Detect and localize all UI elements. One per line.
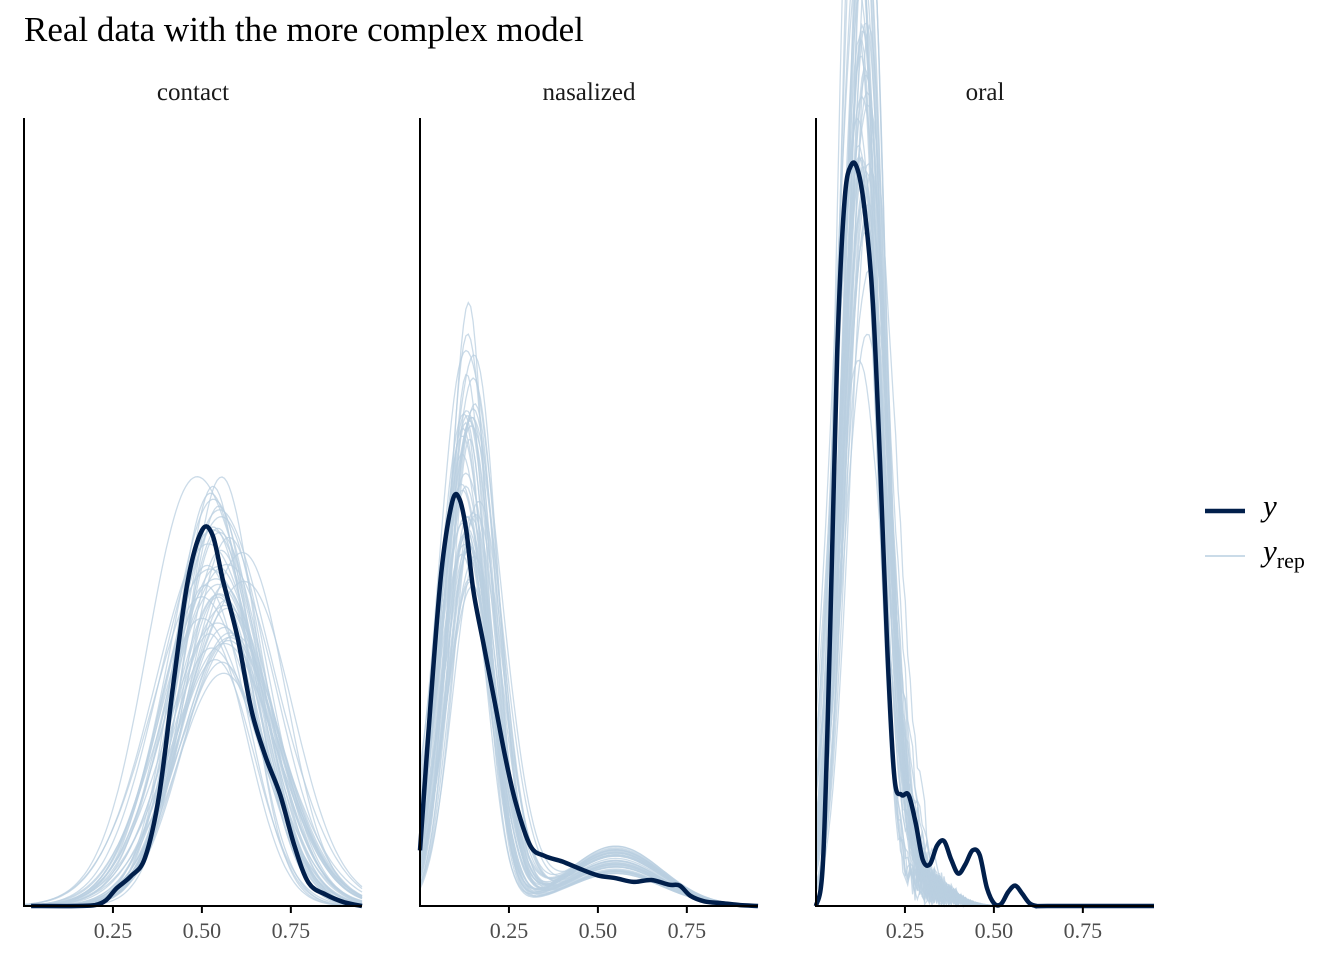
yrep-curve	[24, 551, 363, 907]
yrep-curve	[419, 545, 759, 907]
yrep-curve	[815, 166, 1154, 908]
yrep-curve	[815, 0, 1154, 908]
yrep-curve	[815, 0, 1154, 907]
yrep-curve	[815, 269, 1154, 907]
yrep-curve	[815, 23, 1154, 908]
x-tick-label: 0.75	[272, 918, 311, 943]
legend-label-y: y	[1260, 488, 1277, 523]
yrep-curve	[419, 427, 758, 907]
yrep-curve	[815, 0, 1154, 907]
yrep-curve	[419, 553, 759, 907]
facet-panels: contact 0.25 0.50 0.75 nasalized 0.25 0.50 0.75…	[23, 0, 1154, 943]
facet-panel-oral: oral 0.25 0.50 0.75	[813, 0, 1154, 943]
yrep-curve	[815, 174, 1154, 907]
yrep-curve	[419, 557, 759, 907]
yrep-curve	[815, 22, 1154, 907]
yrep-curve	[815, 204, 1154, 908]
facet-panel-contact: contact 0.25 0.50 0.75	[23, 79, 363, 943]
yrep-curve	[419, 354, 759, 907]
y-observed-curve	[813, 160, 1154, 909]
yrep-curve	[23, 578, 363, 907]
yrep-curve	[23, 563, 363, 906]
yrep-curve	[23, 580, 363, 907]
yrep-curve	[815, 38, 1154, 909]
yrep-curve	[419, 416, 759, 907]
yrep-curve	[419, 550, 758, 907]
yrep-curve	[419, 543, 758, 907]
yrep-curve	[419, 533, 758, 907]
yrep-curves	[419, 301, 759, 907]
legend: y yrep	[1205, 488, 1305, 573]
facet-label: contact	[157, 79, 229, 106]
yrep-curve	[815, 359, 1154, 907]
yrep-curve	[815, 156, 1154, 907]
yrep-curves	[23, 476, 363, 907]
yrep-curve	[815, 218, 1154, 907]
facet-label: nasalized	[542, 79, 636, 106]
yrep-curve	[815, 0, 1154, 907]
x-tick-label: 0.50	[183, 918, 222, 943]
yrep-curve	[815, 0, 1154, 907]
x-tick-label: 0.75	[668, 918, 707, 943]
yrep-curve	[815, 183, 1154, 907]
y-observed-curve	[417, 491, 759, 909]
facet-panel-nasalized: nasalized 0.25 0.50 0.75	[417, 79, 759, 943]
legend-label-yrep: yrep	[1260, 533, 1305, 573]
yrep-curve	[24, 604, 363, 907]
chart-title: Real data with the more complex model	[24, 10, 584, 49]
yrep-curve	[419, 555, 759, 907]
x-tick-label: 0.25	[490, 918, 529, 943]
yrep-curve	[419, 412, 758, 907]
x-tick-label: 0.50	[579, 918, 618, 943]
yrep-curve	[419, 416, 759, 907]
yrep-curves	[815, 0, 1154, 909]
yrep-curve	[815, 0, 1154, 907]
yrep-curve	[815, 155, 1154, 907]
yrep-curve	[815, 0, 1154, 907]
yrep-curve	[815, 0, 1154, 907]
yrep-curve	[815, 333, 1154, 907]
x-tick-label: 0.50	[975, 918, 1014, 943]
x-tick-label: 0.25	[94, 918, 133, 943]
facet-label: oral	[966, 79, 1005, 106]
yrep-curve	[815, 22, 1154, 907]
yrep-curve	[419, 535, 759, 907]
yrep-curve	[815, 0, 1154, 907]
x-tick-label: 0.25	[886, 918, 925, 943]
yrep-curve	[815, 0, 1154, 907]
yrep-curve	[815, 144, 1154, 907]
yrep-curve	[815, 0, 1154, 907]
y-observed-curve	[31, 524, 363, 909]
yrep-curve	[815, 202, 1154, 907]
yrep-curve	[815, 0, 1154, 907]
yrep-curve	[419, 545, 759, 907]
yrep-curve	[815, 30, 1154, 907]
yrep-curve	[815, 153, 1154, 909]
yrep-curve	[815, 0, 1154, 907]
x-tick-label: 0.75	[1064, 918, 1103, 943]
yrep-curve	[815, 167, 1154, 907]
yrep-curve	[419, 513, 759, 907]
yrep-curve	[419, 301, 759, 907]
yrep-curve	[23, 583, 363, 907]
yrep-curve	[815, 201, 1154, 907]
yrep-curve	[815, 74, 1154, 907]
yrep-curve	[419, 415, 758, 907]
yrep-curve	[815, 170, 1154, 907]
